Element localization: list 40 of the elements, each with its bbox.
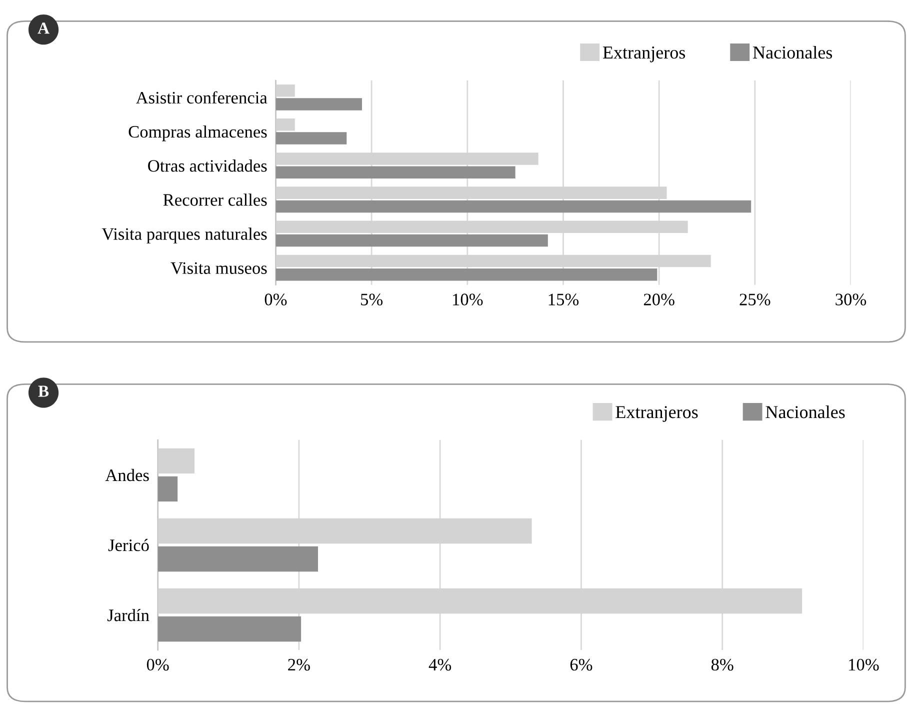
bar (276, 118, 295, 131)
x-tick-label: 10% (453, 294, 483, 306)
x-tick-label: 25% (740, 294, 770, 306)
y-tick-label: Visita parques naturales (102, 228, 267, 244)
bar (158, 448, 195, 474)
bar (276, 200, 752, 213)
bar (276, 132, 347, 144)
x-tick-label: 6% (570, 658, 592, 671)
legend-label: Extranjeros (602, 46, 686, 62)
y-tick-label: Andes (105, 468, 149, 482)
bar (158, 476, 178, 502)
x-tick-label: 10% (849, 658, 879, 671)
bar (276, 268, 658, 281)
legend-label: Nacionales (766, 405, 845, 418)
x-tick-label: 4% (428, 658, 452, 671)
x-tick-label: 8% (711, 658, 734, 671)
bar (158, 546, 318, 572)
text: A (38, 22, 50, 34)
legend-label: Extranjeros (616, 406, 698, 422)
y-tick-label: Asistir conferencia (136, 91, 268, 104)
x-tick-label: 0% (264, 294, 287, 306)
y-tick-label: Compras almacenes (128, 125, 267, 142)
x-tick-label: 0% (146, 658, 169, 671)
bar (276, 98, 362, 110)
bar (276, 84, 295, 97)
y-tick-label: Jericó (108, 538, 149, 552)
x-tick-label: 5% (361, 294, 383, 306)
y-tick-label: Otras actividades (148, 160, 267, 172)
chart-title: B (38, 386, 49, 397)
bar (276, 166, 516, 179)
x-tick-label: 20% (644, 294, 674, 306)
y-tick-label: Jardín (107, 608, 150, 622)
y-tick-label: Recorrer calles (163, 194, 267, 206)
bar (276, 234, 548, 247)
y-tick-label: Visita museos (170, 262, 267, 274)
x-tick-label: 2% (288, 658, 310, 671)
legend-label: Nacionales (753, 46, 832, 59)
bar (158, 616, 302, 642)
x-tick-label: 30% (836, 294, 866, 306)
x-tick-label: 15% (548, 294, 579, 306)
